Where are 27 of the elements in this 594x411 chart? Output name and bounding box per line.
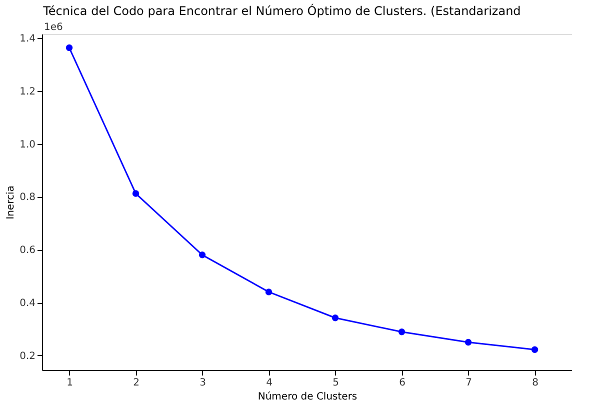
y-tick-label: 1.2: [20, 86, 36, 98]
x-tick-label: 4: [266, 378, 272, 388]
point: [265, 288, 272, 296]
point: [332, 314, 339, 322]
y-tick-label: 0.4: [20, 298, 36, 310]
y-tick-label: 0.6: [20, 245, 36, 256]
x-tick-label: 5: [332, 378, 339, 388]
y-tick-label: 1.0: [20, 139, 36, 150]
chart-title: Técnica del Codo para Encontrar el Número Óptimo de Clusters. (Estandarizand: [42, 3, 521, 18]
x-tick-label: 6: [399, 378, 406, 388]
x-tick-label: 1: [66, 378, 73, 388]
point: [132, 190, 140, 197]
x-tick-label: 3: [200, 378, 206, 388]
text: 1e6: [44, 22, 63, 33]
point: [464, 338, 472, 346]
x-tick-label: 7: [466, 378, 472, 388]
y-axis-title: Inercia: [6, 186, 17, 220]
x-tick-label: 2: [133, 378, 140, 388]
point: [398, 328, 406, 336]
x-axis-title: Número de Clusters: [258, 392, 358, 402]
y-tick-label: 1.4: [20, 33, 36, 44]
y-tick-label: 0.2: [20, 350, 36, 362]
x-tick-label: 8: [532, 378, 538, 388]
point: [198, 252, 206, 258]
y-tick-label: 0.8: [20, 192, 36, 204]
point: [531, 346, 538, 353]
point: [66, 44, 73, 52]
